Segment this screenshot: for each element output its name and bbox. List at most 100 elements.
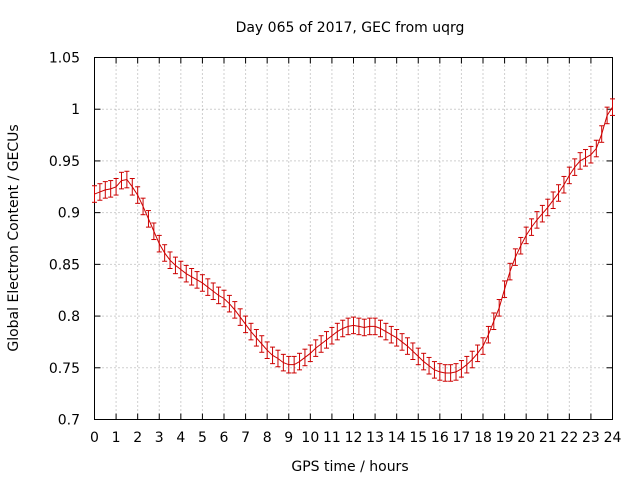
y-tick-labels: 0.7 0.75 0.8 0.85 0.9 0.95 1 1.05 xyxy=(49,51,80,429)
error-bar-point xyxy=(377,319,383,338)
error-bar-point xyxy=(270,346,276,365)
error-bar-point xyxy=(199,274,205,292)
error-bar-point xyxy=(108,180,114,198)
error-bar-point xyxy=(162,244,168,262)
error-bar-point xyxy=(232,301,238,319)
error-bar-point xyxy=(151,222,157,241)
error-bar-point xyxy=(550,191,556,210)
error-bar-point xyxy=(372,317,378,336)
error-bar-point xyxy=(475,344,481,363)
error-bar-point xyxy=(415,347,421,366)
error-bar-point xyxy=(129,178,135,196)
x-tick-label: 16 xyxy=(431,430,449,446)
error-bar-point xyxy=(172,256,178,275)
error-bar-point xyxy=(588,145,594,164)
error-bar-point xyxy=(485,325,491,344)
gec-series xyxy=(92,98,615,382)
error-bar-point xyxy=(351,316,356,335)
y-tick-label: 0.95 xyxy=(49,154,80,170)
x-tick-label: 21 xyxy=(539,430,557,446)
error-bar-point xyxy=(502,280,508,298)
x-tick-label: 20 xyxy=(517,430,535,446)
x-tick-labels: 0 1 2 3 4 5 6 7 8 9 10 11 12 13 14 15 16 17 18 19 20 21 22 23 24 xyxy=(90,430,621,446)
x-tick-label: 10 xyxy=(301,430,319,446)
error-bar-point xyxy=(205,278,211,296)
x-tick-label: 12 xyxy=(345,430,363,446)
error-bar-point xyxy=(539,204,545,223)
error-bar-point xyxy=(297,352,303,371)
error-bar-point xyxy=(102,181,108,199)
error-bar-point xyxy=(113,178,119,196)
x-tick-label: 18 xyxy=(474,430,492,446)
axis-ticks xyxy=(94,57,613,420)
x-tick-label: 8 xyxy=(263,430,272,446)
error-bar-point xyxy=(464,355,470,374)
error-bar-point xyxy=(307,344,313,363)
error-bar-point xyxy=(302,348,308,367)
error-bar-point xyxy=(167,251,173,269)
error-bar-point xyxy=(388,325,394,344)
y-tick-label: 0.9 xyxy=(58,206,80,222)
error-bar-point xyxy=(135,186,141,204)
error-bar-point xyxy=(97,183,103,201)
chart-title: Day 065 of 2017, GEC from uqrg xyxy=(236,20,465,36)
error-bar-point xyxy=(480,337,486,355)
x-tick-label: 19 xyxy=(496,430,514,446)
x-tick-label: 23 xyxy=(582,430,600,446)
error-bar-point xyxy=(345,317,351,336)
error-bar-point xyxy=(178,260,184,279)
x-tick-label: 15 xyxy=(409,430,427,446)
x-tick-label: 22 xyxy=(560,430,578,446)
error-bar-point xyxy=(431,361,437,379)
y-axis-label: Global Electron Content / GECUs xyxy=(6,124,22,351)
x-tick-label: 6 xyxy=(220,430,229,446)
error-bar-point xyxy=(237,308,243,326)
error-bar-point xyxy=(324,331,330,349)
error-bar-point xyxy=(496,299,502,317)
error-bar-point xyxy=(221,289,227,308)
error-bar-point xyxy=(280,353,286,372)
error-bar-point xyxy=(512,248,518,266)
error-bar-point xyxy=(410,342,416,361)
error-bar-point xyxy=(275,349,281,368)
error-bar-point xyxy=(566,166,572,185)
x-tick-label: 1 xyxy=(112,430,121,446)
error-bar-point xyxy=(437,363,443,381)
error-bar-point xyxy=(469,350,475,369)
error-bar-point xyxy=(523,226,529,245)
x-tick-label: 4 xyxy=(176,430,185,446)
y-tick-label: 0.7 xyxy=(58,413,80,429)
y-tick-label: 1 xyxy=(71,102,80,118)
error-bar-point xyxy=(399,333,405,351)
x-axis-label: GPS time / hours xyxy=(291,459,408,475)
error-bar-point xyxy=(124,170,130,189)
y-tick-label: 0.85 xyxy=(49,257,80,273)
error-bar-point xyxy=(259,335,265,353)
error-bar-point xyxy=(183,264,189,283)
error-bar-point xyxy=(145,210,151,228)
x-tick-label: 14 xyxy=(388,430,406,446)
error-bar-point xyxy=(253,329,259,347)
error-bar-point xyxy=(194,271,200,289)
error-bar-point xyxy=(156,234,162,253)
y-tick-label: 0.75 xyxy=(49,361,80,377)
error-bar-point xyxy=(313,339,319,357)
error-bar-point xyxy=(318,335,324,353)
x-tick-label: 3 xyxy=(155,430,164,446)
error-bar-point xyxy=(534,211,540,229)
error-bar-point xyxy=(329,326,335,345)
error-bar-point xyxy=(226,294,232,313)
error-bar-point xyxy=(426,356,432,375)
error-bar-point xyxy=(604,106,610,125)
error-bar-point xyxy=(518,236,524,255)
error-bar-point xyxy=(264,341,270,359)
error-bar-point xyxy=(610,98,615,116)
error-bar-point xyxy=(210,282,216,301)
error-bar-point xyxy=(291,355,297,374)
error-bar-point xyxy=(593,139,599,158)
error-bar-point xyxy=(356,317,362,336)
error-bar-point xyxy=(394,329,400,347)
y-tick-label: 0.8 xyxy=(58,309,80,325)
error-bar-point xyxy=(577,152,583,170)
